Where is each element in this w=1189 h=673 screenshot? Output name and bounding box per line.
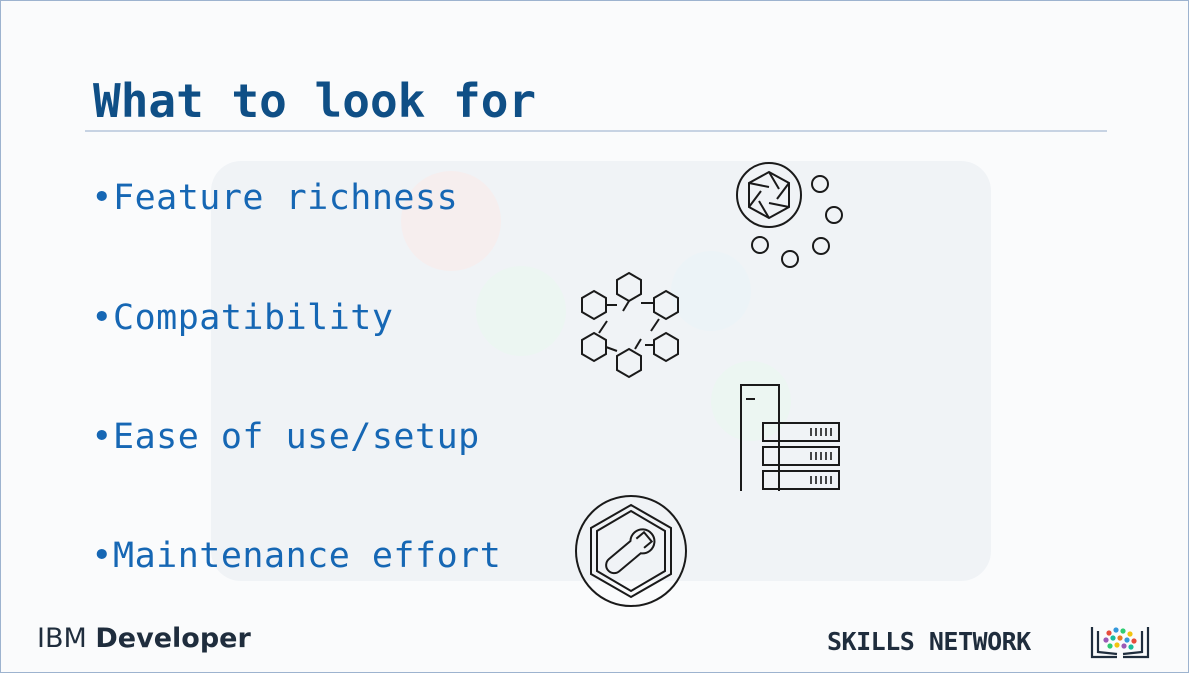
bullet-dot: • (91, 417, 113, 457)
brand-suffix: Developer (95, 623, 251, 654)
bullet-text: Ease of use/setup (113, 417, 480, 457)
bullet-compatibility: •Compatibility (91, 296, 393, 340)
bullet-maintenance-effort: •Maintenance effort (91, 534, 501, 578)
bullet-text: Compatibility (113, 298, 394, 338)
bullet-text: Feature richness (113, 178, 459, 218)
bullet-dot: • (91, 178, 113, 218)
bullet-dot: • (91, 298, 113, 338)
bullet-text: Maintenance effort (113, 536, 502, 576)
skills-network-logo-icon (1090, 627, 1150, 659)
title-divider (85, 130, 1107, 132)
hexagon-network-icon (581, 271, 679, 379)
book-watermark-icon (211, 161, 991, 581)
bullet-ease-of-use: •Ease of use/setup (91, 415, 480, 459)
skills-network-label: SKILLS NETWORK (827, 627, 1031, 656)
brand-prefix: IBM (37, 623, 87, 654)
settings-dots-icon (736, 162, 843, 268)
server-rack-icon (740, 384, 840, 491)
wrench-hexagon-icon (575, 495, 687, 607)
bullet-feature-richness: •Feature richness (91, 176, 458, 220)
bullet-dot: • (91, 536, 113, 576)
slide-title: What to look for (93, 74, 537, 128)
ibm-developer-logo: IBM Developer (37, 621, 251, 657)
